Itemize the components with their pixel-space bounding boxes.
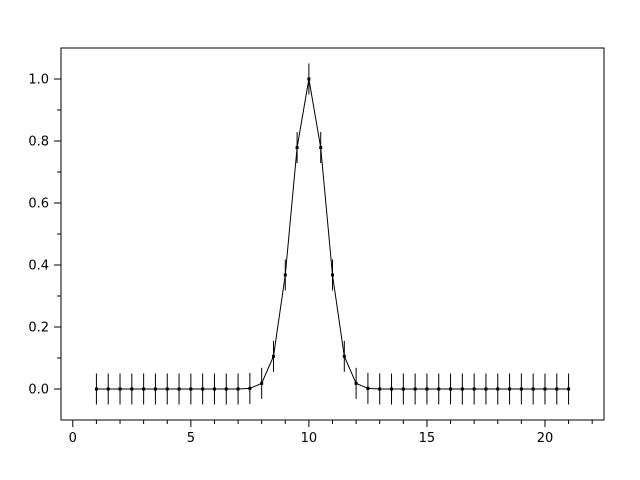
x-tick-label: 0: [69, 431, 77, 446]
y-tick-label: 0.8: [28, 135, 49, 150]
data-marker: [260, 381, 264, 385]
data-marker: [401, 387, 405, 391]
data-marker: [390, 387, 394, 391]
data-marker: [224, 387, 228, 391]
data-marker: [130, 387, 134, 391]
plot-frame: [60, 47, 605, 421]
data-markers: [94, 77, 571, 391]
data-marker: [165, 387, 169, 391]
data-marker: [295, 146, 299, 150]
y-tick-label: 0.4: [28, 259, 49, 274]
data-marker: [425, 387, 429, 391]
data-marker: [94, 387, 98, 391]
data-marker: [449, 387, 453, 391]
data-marker: [567, 387, 571, 391]
x-tick-label: 15: [419, 431, 436, 446]
y-tick-label: 0.2: [28, 321, 49, 336]
data-marker: [248, 386, 252, 390]
data-marker: [201, 387, 205, 391]
data-marker: [437, 387, 441, 391]
data-marker: [354, 381, 358, 385]
data-marker: [460, 387, 464, 391]
data-marker: [177, 387, 181, 391]
data-marker: [496, 387, 500, 391]
data-marker: [271, 354, 275, 358]
data-marker: [236, 387, 240, 391]
data-marker: [212, 387, 216, 391]
data-marker: [413, 387, 417, 391]
x-tick-label: 20: [537, 431, 554, 446]
data-marker: [307, 77, 311, 81]
data-marker: [519, 387, 523, 391]
y-tick-label: 0.0: [28, 383, 49, 398]
data-marker: [508, 387, 512, 391]
data-marker: [118, 387, 122, 391]
data-marker: [555, 387, 559, 391]
data-marker: [283, 273, 287, 277]
tick-marks: [54, 78, 593, 427]
y-tick-label: 0.6: [28, 197, 49, 212]
y-tick-label: 1.0: [28, 73, 49, 88]
data-marker: [472, 387, 476, 391]
data-marker: [543, 387, 547, 391]
data-marker: [189, 387, 193, 391]
data-marker: [331, 273, 334, 277]
x-tick-label: 5: [187, 431, 195, 446]
data-marker: [153, 387, 157, 391]
data-marker: [366, 386, 370, 390]
data-marker: [531, 387, 535, 391]
axes-frame: [60, 47, 605, 421]
data-marker: [319, 146, 323, 150]
data-marker: [106, 387, 110, 391]
data-marker: [378, 387, 382, 391]
x-tick-label: 10: [301, 431, 318, 446]
tick-labels: 0 5 10 15 20 0.0 0.2 0.4 0.6 0.8 1.0: [28, 73, 553, 447]
data-marker: [142, 387, 146, 391]
data-marker: [484, 387, 488, 391]
data-marker: [342, 354, 346, 358]
